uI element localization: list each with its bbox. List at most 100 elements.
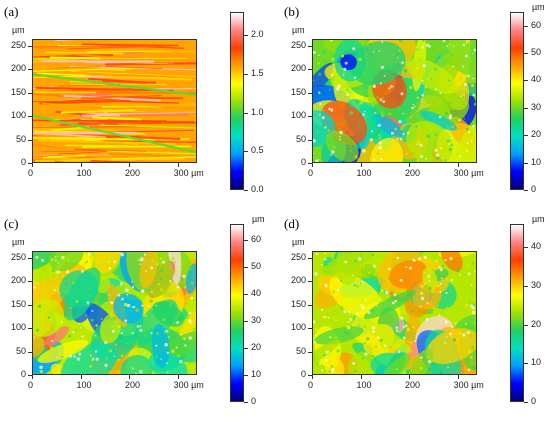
x-tick-mark [457,163,459,167]
surface-speckle [350,146,352,149]
surface-speckle [353,259,357,263]
surface-speckle [413,340,416,342]
surface-speckle [427,274,431,278]
surface-streak [87,71,196,77]
surface-speckle [459,332,462,335]
surface-speckle [95,324,99,327]
surface-speckle [458,136,461,139]
surface-speckle [117,359,120,361]
surface-speckle [458,274,461,276]
surface-speckle [450,125,455,129]
y-tick-label: 250 [10,40,26,51]
surface-speckle [473,322,476,325]
surface-speckle [313,50,316,54]
surface-speckle [49,346,54,350]
surface-streak [63,94,162,102]
surface-speckle [432,269,434,271]
surface-speckle [313,152,315,155]
colorbar-tick-mark [524,402,528,403]
surface-patch [33,298,65,337]
surface-speckle [139,263,142,265]
surface-speckle [400,290,403,292]
y-tick-mark [28,281,32,283]
surface-speckle [317,62,320,65]
surface-speckle [113,260,116,263]
y-tick-label: 0 [300,369,306,379]
surface-speckle [151,291,153,293]
surface-speckle [36,282,39,285]
surface-speckle [61,356,64,359]
surface-speckle [470,355,473,359]
surface-speckle [165,362,168,365]
surface-speckle [442,40,446,43]
x-tick-label: 200 [125,168,141,178]
surface-streak [36,72,93,77]
surface-speckle [106,367,111,371]
surface-speckle [68,354,73,358]
surface-speckle [465,127,469,131]
surface-streak [108,153,176,157]
surface-streak [37,47,75,50]
surface-speckle [349,111,354,115]
surface-speckle [158,301,160,303]
surface-speckle [68,353,70,356]
surface-speckle [413,303,416,305]
surface-speckle [367,271,371,274]
surface-speckle [418,58,421,61]
surface-speckle [165,329,169,333]
surface-speckle [323,270,327,274]
surface-speckle [133,306,136,309]
surface-speckle [117,324,121,329]
x-tick-mark [457,375,459,379]
surface-patch [340,54,357,71]
surface-speckle [314,272,318,276]
surface-speckle [425,86,427,88]
surface-patch [370,137,404,162]
surface-speckle [75,329,77,331]
colorbar-tick-label: 30 [531,101,542,112]
surface-speckle [94,334,96,337]
surface-patch [45,326,70,346]
surface-speckle [434,148,438,152]
surface-patch [325,130,359,162]
surface-speckle [435,260,438,262]
surface-speckle [139,328,143,332]
heightmap-panel: (a) µm 0 100 200 300 µm 0 50 100 150 200 250 0.0 0.5 1… [0,0,270,210]
surface-patch [120,355,153,374]
surface-patch [360,263,376,277]
surface-speckle [470,304,474,308]
surface-speckle [143,352,145,355]
surface-speckle [423,354,426,358]
y-tick-label: 200 [290,63,306,74]
surface-patch [372,114,404,138]
surface-speckle [381,289,384,292]
surface-streak [100,121,161,124]
y-tick-label: 150 [10,86,26,97]
surface-groove [33,114,196,154]
surface-speckle [125,288,129,292]
surface-speckle [76,357,81,361]
surface-speckle [394,127,398,131]
surface-speckle [367,311,371,315]
surface-speckle [450,278,454,282]
surface-speckle [378,136,382,140]
surface-speckle [359,282,362,285]
surface-speckle [466,331,470,335]
surface-speckle [382,100,386,104]
colorbar-tick-label: 60 [531,19,542,30]
surface-speckle [184,286,187,289]
surface-speckle [336,349,340,353]
surface-speckle [361,305,365,310]
surface-speckle [139,259,143,262]
surface-speckle [366,44,369,47]
surface-patch [185,263,196,294]
surface-speckle [465,323,467,325]
surface-speckle [127,342,129,345]
y-tick-label: 100 [10,322,26,333]
surface-speckle [131,332,134,335]
surface-speckle [190,296,194,300]
y-tick-mark [28,258,32,260]
surface-speckle [188,311,192,315]
surface-speckle [439,282,442,285]
surface-speckle [321,308,324,311]
